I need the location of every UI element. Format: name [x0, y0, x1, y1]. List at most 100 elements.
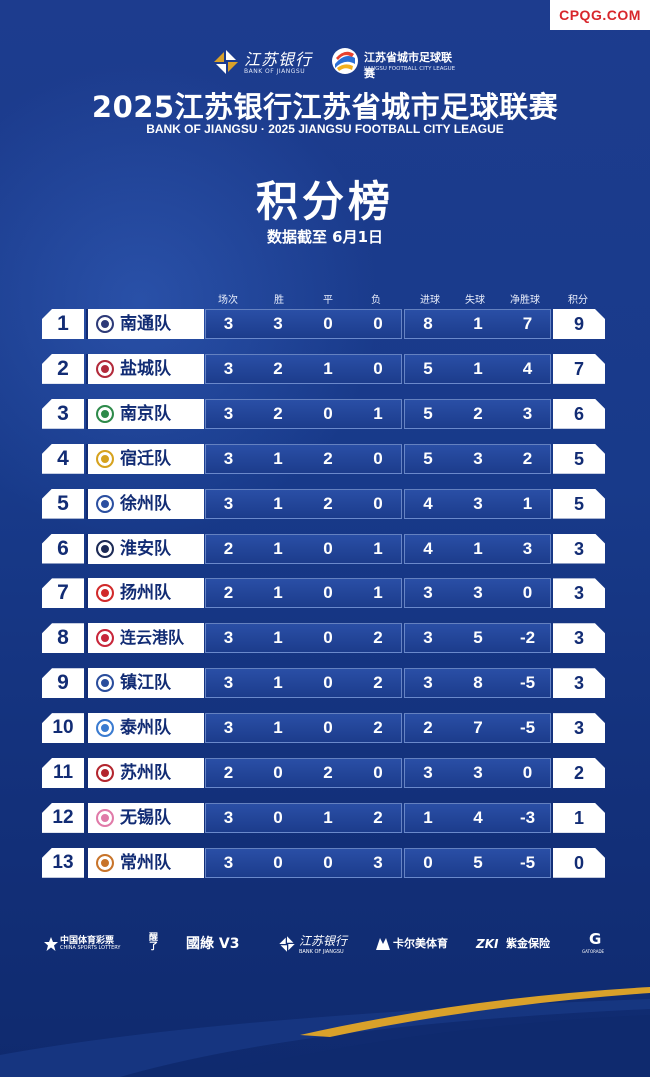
stats-group-frame: [205, 713, 402, 744]
team-cell: 淮安队: [86, 533, 204, 564]
cell-played: 3: [223, 314, 234, 333]
stats-group-frame: [205, 443, 402, 474]
cell-goals-for: 3: [423, 673, 433, 693]
cell-played: 3: [223, 493, 234, 513]
team-name: 南通队: [120, 314, 171, 334]
stats-group-frame: [404, 398, 551, 429]
cell-drawn: 2: [323, 763, 333, 782]
stats-group-frame: [404, 488, 551, 519]
rank-number: 10: [42, 713, 84, 744]
team-badge-icon: [96, 584, 114, 603]
stats-block: 3 1 0 2 3 5 -2: [205, 623, 551, 654]
sponsor-drink: 醒了: [146, 930, 164, 958]
stats-group-frame: [205, 309, 402, 339]
cell-played: 3: [223, 718, 234, 738]
cell-drawn: 0: [323, 673, 333, 693]
cell-drawn: 1: [323, 358, 333, 378]
cell-goals-for: 2: [423, 718, 433, 738]
header-points: 积分: [568, 295, 588, 306]
cell-won: 1: [273, 493, 283, 513]
cell-goals-against: 3: [473, 763, 483, 782]
points-cell: 2: [553, 758, 605, 788]
cell-played: 2: [223, 583, 234, 603]
cell-goal-difference: 7: [522, 314, 533, 333]
cell-played: 3: [223, 358, 234, 378]
rank-number: 1: [42, 309, 84, 339]
decorative-swoosh: [0, 987, 650, 1077]
stats-group-frame: [205, 668, 402, 699]
header-goals-for: 进球: [420, 295, 440, 306]
team-cell: 南京队: [86, 398, 204, 429]
cell-goals-against: 5: [473, 628, 483, 648]
points-cell: 5: [553, 489, 605, 519]
cell-won: 3: [273, 314, 283, 333]
column-headers: 场次 胜 平 负 进球 失球 净胜球 积分: [0, 291, 650, 307]
team-cell: 盐城队: [86, 353, 204, 384]
header-lost: 负: [371, 295, 381, 306]
cell-goal-difference: -5: [519, 718, 536, 738]
sponsor-gatorade: G GATORADE: [582, 930, 612, 958]
cell-goals-for: 5: [423, 403, 433, 423]
points-cell: 3: [553, 713, 605, 743]
sponsor-bar: 中国体育彩票 CHINA SPORTS LOTTERY 醒了 國綠 V3 江苏银…: [0, 930, 650, 958]
cell-drawn: 0: [323, 718, 333, 738]
cell-lost: 0: [373, 763, 383, 782]
cell-goal-difference: -5: [519, 852, 536, 872]
rank-number: 6: [42, 533, 84, 564]
stats-group-frame: [404, 309, 551, 339]
cell-goals-for: 1: [423, 807, 433, 827]
cell-lost: 1: [373, 583, 383, 603]
cell-lost: 2: [373, 718, 383, 738]
table-row: 11 苏州队 2 0 2 0 3 3 0 2: [0, 758, 650, 788]
bank-sponsor-icon: [279, 936, 295, 952]
header-played: 场次: [218, 295, 238, 306]
team-cell: 连云港队: [86, 623, 204, 654]
cell-goals-for: 3: [423, 583, 433, 603]
cell-won: 0: [273, 807, 283, 827]
cell-drawn: 0: [323, 852, 333, 872]
team-cell: 镇江队: [86, 668, 204, 699]
cell-played: 2: [223, 763, 234, 782]
team-badge-icon: [96, 539, 114, 558]
team-badge-icon: [96, 359, 114, 378]
cell-goals-for: 5: [423, 358, 433, 378]
team-cell: 无锡队: [86, 802, 204, 833]
bank-logo-english: BANK OF JIANGSU: [244, 68, 306, 75]
table-row: 12 无锡队 3 0 1 2 1 4 -3 1: [0, 802, 650, 833]
cell-goals-against: 1: [473, 358, 483, 378]
cell-won: 2: [273, 403, 283, 423]
cell-played: 3: [223, 403, 234, 423]
cell-lost: 0: [373, 314, 383, 333]
rank-number: 5: [42, 488, 84, 519]
sponsor-guolu: 國綠 V3: [186, 930, 256, 958]
sponsor-bank: 江苏银行 BANK OF JIANGSU: [278, 930, 362, 958]
standings-heading: 积分榜: [255, 177, 394, 226]
table-row: 13 常州队 3 0 0 3 0 5 -5 0: [0, 847, 650, 878]
stats-group-frame: [404, 713, 551, 744]
sponsor-kaerme: 卡尔美体育: [376, 930, 466, 958]
cell-goals-against: 2: [473, 403, 483, 423]
team-cell: 扬州队: [86, 578, 204, 609]
cell-won: 0: [273, 763, 283, 782]
rank-number: 13: [42, 847, 84, 878]
cell-goals-against: 3: [473, 448, 483, 468]
stats-group-frame: [205, 488, 402, 519]
cell-played: 3: [223, 628, 234, 648]
page-subtitle-english: BANK OF JIANGSU · 2025 JIANGSU FOOTBALL …: [146, 122, 504, 136]
team-badge-icon: [96, 719, 114, 738]
rank-number: 8: [42, 623, 84, 654]
rank-number: 4: [42, 443, 84, 474]
stats-group-frame: [404, 802, 551, 833]
cell-lost: 1: [373, 538, 383, 558]
team-badge-icon: [96, 404, 114, 423]
header-logos: 江苏银行 BANK OF JIANGSU 江苏省城市足球联赛 JIANGSU F…: [0, 44, 650, 80]
table-row: 7 扬州队 2 1 0 1 3 3 0 3: [0, 578, 650, 609]
team-name: 连云港队: [120, 628, 185, 648]
header-goals-against: 失球: [465, 295, 485, 306]
cell-goals-for: 5: [423, 448, 433, 468]
team-name: 苏州队: [120, 763, 171, 783]
points-cell: 0: [553, 848, 605, 878]
cell-goals-for: 4: [423, 538, 433, 558]
cell-goals-against: 3: [473, 583, 483, 603]
bank-logo-text: 江苏银行: [244, 50, 313, 69]
